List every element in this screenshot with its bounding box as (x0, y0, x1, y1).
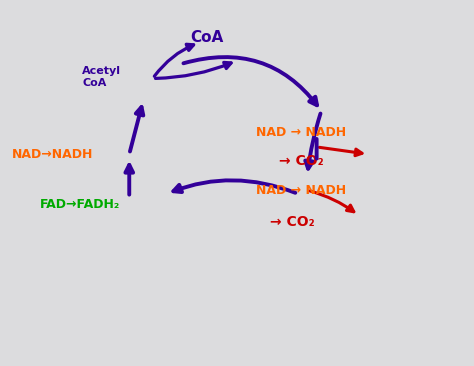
Text: → CO₂: → CO₂ (279, 154, 324, 168)
Text: NAD → NADH: NAD → NADH (256, 126, 346, 139)
Text: → CO₂: → CO₂ (270, 215, 314, 229)
Text: Acetyl
CoA: Acetyl CoA (82, 66, 121, 88)
Text: FAD→FADH₂: FAD→FADH₂ (40, 198, 120, 211)
Text: NAD→NADH: NAD→NADH (12, 148, 93, 161)
Text: CoA: CoA (190, 30, 223, 45)
Text: NAD → NADH: NAD → NADH (256, 184, 346, 197)
